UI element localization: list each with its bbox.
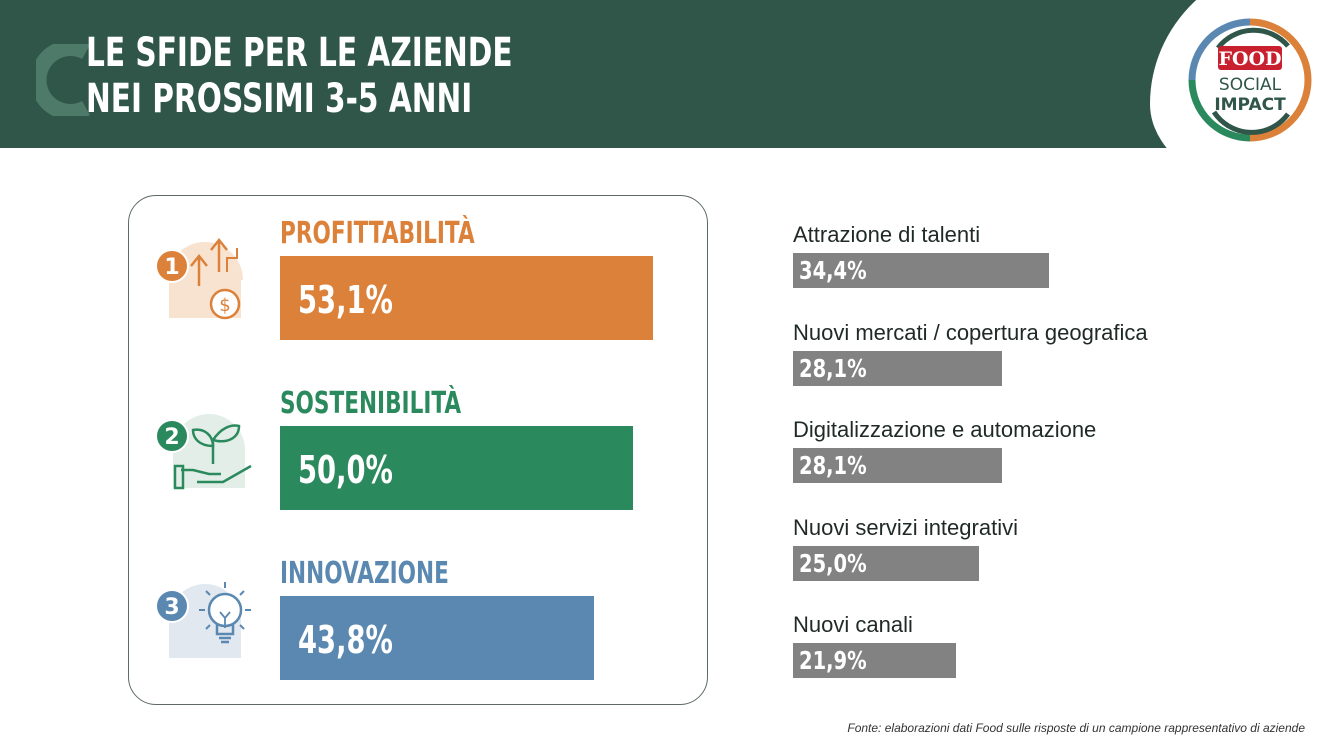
svg-text:$: $ — [219, 295, 230, 316]
other-challenge-label: Nuovi mercati / copertura geografica — [793, 319, 1148, 345]
challenge-label: INNOVAZIONE — [280, 556, 449, 591]
other-challenge-label: Attrazione di talenti — [793, 222, 981, 247]
source-note: Fonte: elaborazioni dati Food sulle risp… — [847, 721, 1305, 735]
c-shape-icon — [36, 44, 90, 116]
other-challenge-bar: 21,9% — [793, 643, 956, 678]
other-challenge-label: Nuovi servizi integrativi — [793, 514, 1018, 540]
rank-badge: 3 — [155, 589, 189, 623]
plant-hand-icon — [173, 414, 252, 490]
other-challenge-value: 21,9% — [799, 646, 867, 675]
other-challenge-value: 34,4% — [799, 256, 867, 285]
challenge-label: SOSTENIBILITÀ — [280, 386, 462, 421]
logo-social: SOCIAL — [1219, 75, 1282, 95]
page-title: LE SFIDE PER LE AZIENDE NEI PROSSIMI 3-5… — [86, 30, 513, 122]
rank-badge: 1 — [155, 249, 189, 283]
challenge-label: PROFITTABILITÀ — [280, 216, 475, 251]
food-social-impact-logo: FOOD SOCIAL IMPACT — [1188, 18, 1312, 142]
challenge-value: 43,8% — [298, 618, 393, 662]
other-challenge-value: 28,1% — [799, 451, 867, 480]
challenge-bar: 53,1% — [280, 256, 653, 340]
logo-brand: FOOD — [1218, 48, 1281, 70]
other-challenge-bar: 34,4% — [793, 253, 1049, 288]
other-challenge-bar: 28,1% — [793, 448, 1002, 483]
rank-badge: 2 — [155, 419, 189, 453]
rank-number: 2 — [164, 425, 179, 450]
logo-impact: IMPACT — [1214, 95, 1286, 115]
challenge-bar: 43,8% — [280, 596, 594, 680]
title-line-1: LE SFIDE PER LE AZIENDE — [86, 30, 513, 76]
other-challenge-value: 25,0% — [799, 548, 867, 578]
other-challenge-bar: 25,0% — [793, 545, 979, 581]
other-challenge-label: Nuovi canali — [793, 612, 913, 637]
other-challenge-label: Digitalizzazione e automazione — [793, 417, 1097, 442]
challenge-bar: 50,0% — [280, 426, 633, 510]
other-challenge-bar: 28,1% — [793, 350, 1002, 386]
other-challenge-value: 28,1% — [799, 353, 867, 383]
rank-number: 1 — [164, 255, 179, 280]
title-line-2: NEI PROSSIMI 3-5 ANNI — [86, 76, 473, 122]
rank-number: 3 — [164, 595, 179, 620]
challenge-value: 53,1% — [298, 278, 393, 322]
top-challenges-panel — [128, 195, 708, 705]
challenge-value: 50,0% — [298, 448, 393, 492]
